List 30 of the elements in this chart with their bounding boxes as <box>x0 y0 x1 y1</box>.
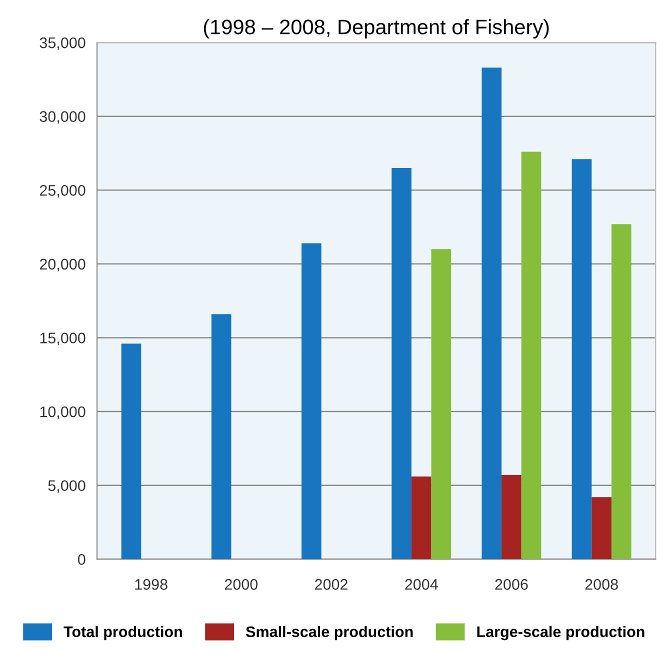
bar <box>592 497 612 560</box>
chart-title: (1998 – 2008, Department of Fishery) <box>204 19 549 38</box>
legend-label: Large-scale production <box>477 626 644 640</box>
x-tick-label: 2002 <box>315 579 348 590</box>
x-tick-label: 2006 <box>495 579 528 590</box>
bar <box>502 475 522 560</box>
bar <box>302 243 322 560</box>
y-tick-label: 20,000 <box>40 258 86 272</box>
bar <box>482 68 502 560</box>
x-tick-label: 2000 <box>224 579 258 590</box>
bar <box>611 224 632 560</box>
x-tick-label: 2004 <box>405 579 438 590</box>
y-tick-label: 35,000 <box>40 37 86 50</box>
legend-label: Small-scale production <box>246 626 413 640</box>
y-tick-label: 10,000 <box>40 406 86 420</box>
bar <box>411 476 432 560</box>
y-tick-label: 5,000 <box>48 480 86 493</box>
x-tick-label: 2008 <box>585 579 618 590</box>
y-tick-label: 30,000 <box>40 111 86 124</box>
x-tick-label: 1998 <box>135 579 168 590</box>
y-tick-label: 15,000 <box>40 332 86 346</box>
bar <box>121 344 142 560</box>
legend-label: Total production <box>64 626 182 640</box>
bar <box>431 249 452 560</box>
bar <box>521 152 542 560</box>
bar <box>211 314 232 560</box>
y-tick-label: 25,000 <box>40 184 86 198</box>
bar <box>572 159 592 560</box>
bar <box>392 168 412 560</box>
y-tick-label: 0 <box>78 554 86 565</box>
